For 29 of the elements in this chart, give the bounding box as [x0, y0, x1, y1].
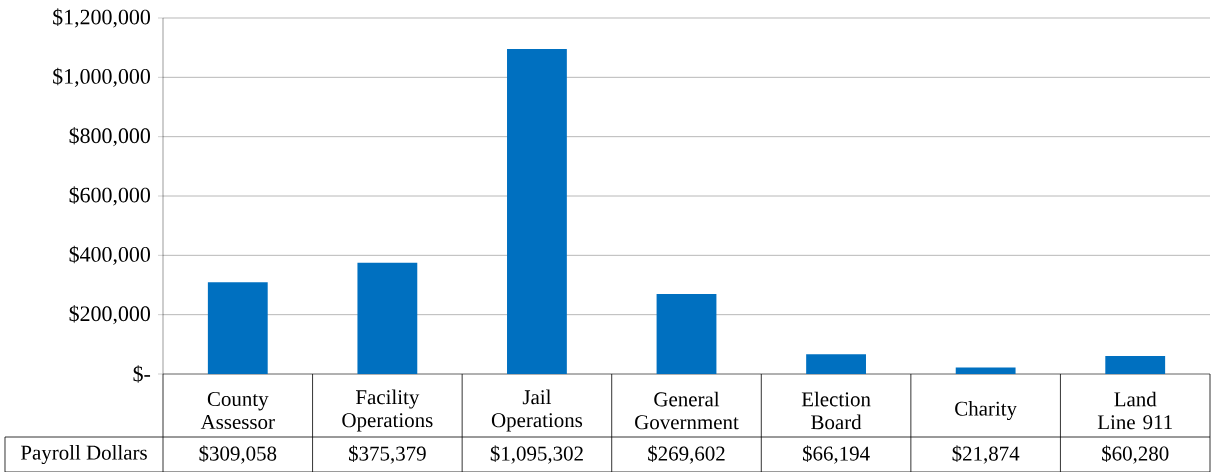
- y-tick-label: $400,000: [69, 245, 150, 265]
- y-tick-label: $200,000: [69, 305, 150, 325]
- data-label: $1,095,302: [490, 445, 583, 464]
- bar: [656, 294, 717, 374]
- y-tick-label: $1,000,000: [53, 67, 150, 87]
- x-tick-label: Jail Operations: [491, 389, 583, 432]
- data-label: $309,058: [199, 445, 277, 464]
- data-label: $21,874: [952, 445, 1020, 464]
- x-tick-label: Land Line 911: [1097, 391, 1172, 430]
- bar: [1105, 356, 1166, 374]
- y-tick-label: $1,200,000: [53, 8, 150, 28]
- x-tick-label: General Government: [635, 391, 739, 430]
- data-label: $269,602: [648, 445, 725, 464]
- text: Payroll Dollars: [20, 444, 147, 465]
- bar: [955, 367, 1016, 374]
- y-tick-label: $800,000: [69, 127, 150, 147]
- x-tick-label: Facility Operations: [342, 389, 433, 432]
- bar: [207, 282, 268, 374]
- y-tick-label: $600,000: [69, 186, 150, 206]
- bar: [806, 354, 866, 374]
- x-tick-label: Election Board: [801, 391, 871, 430]
- x-tick-label: County Assessor: [200, 392, 275, 429]
- y-tick-label: $-: [133, 365, 151, 383]
- data-label: $66,194: [802, 445, 870, 464]
- x-tick-label: Charity: [955, 400, 1017, 421]
- bar: [507, 49, 567, 374]
- data-label: $60,280: [1102, 445, 1169, 464]
- data-label: $375,379: [349, 445, 426, 464]
- bar: [357, 262, 418, 374]
